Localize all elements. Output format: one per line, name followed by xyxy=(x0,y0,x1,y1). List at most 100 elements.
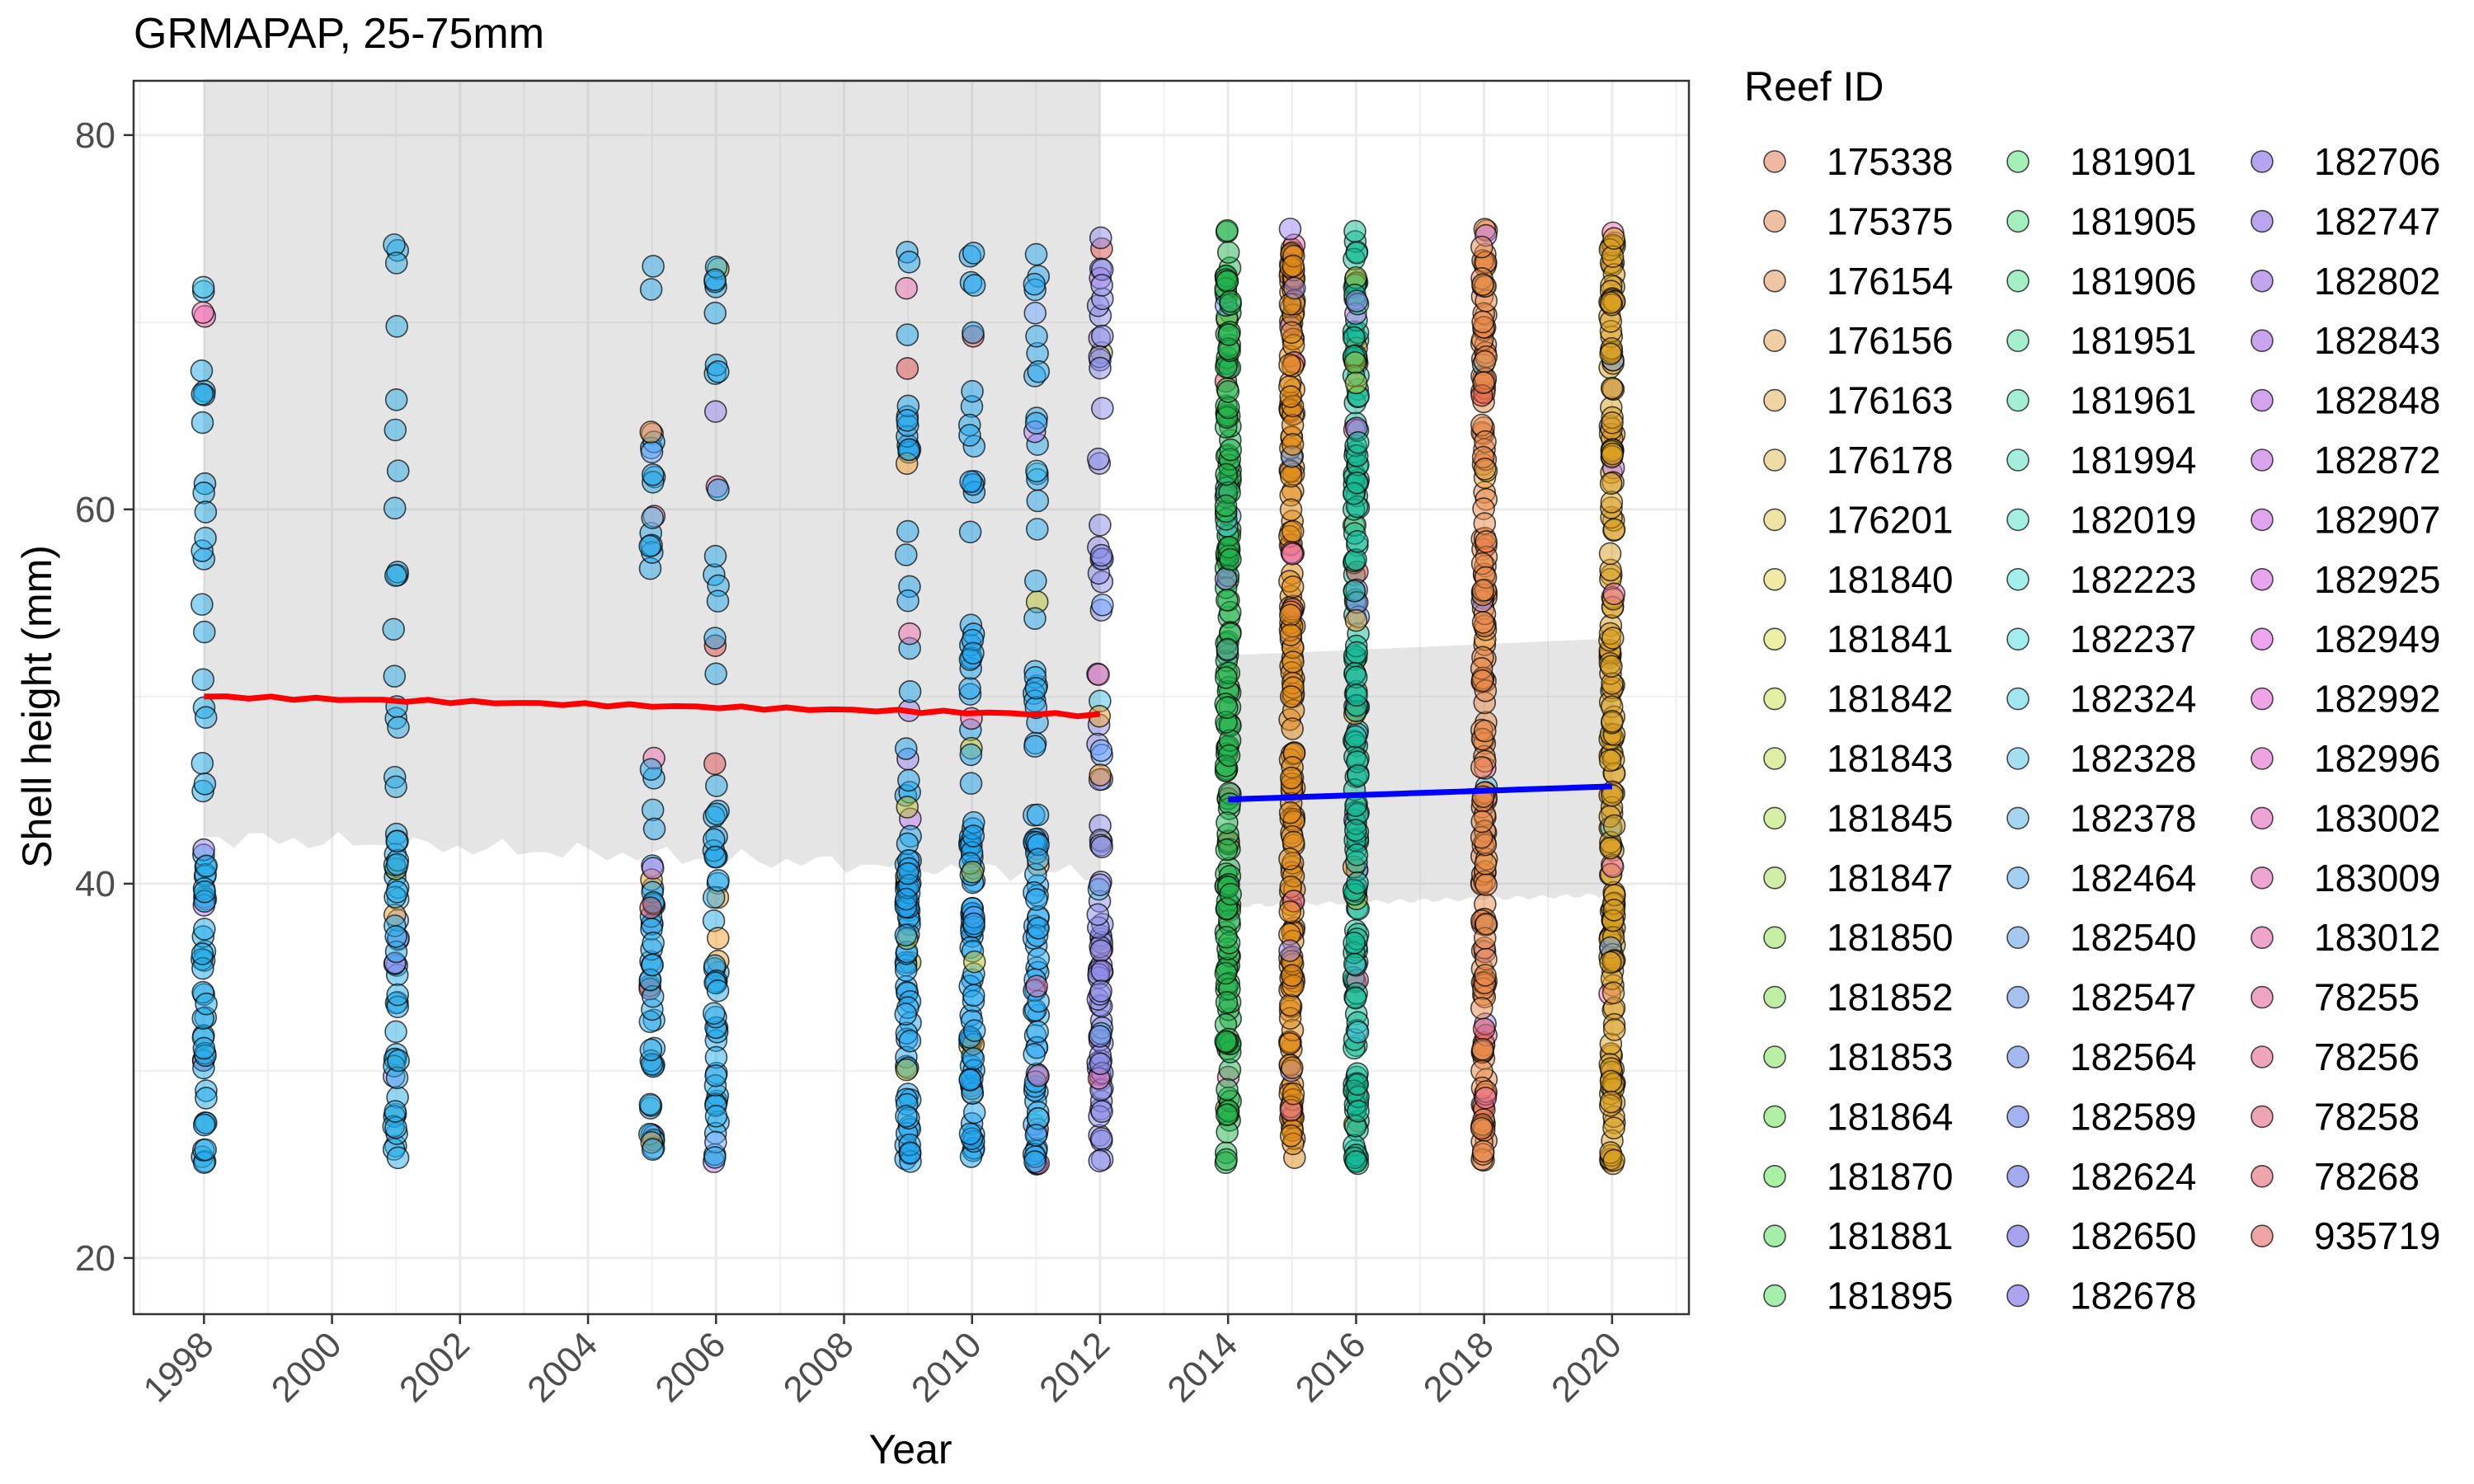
legend-label: 182223 xyxy=(2070,558,2197,601)
data-point xyxy=(386,983,410,1007)
legend-key xyxy=(1763,985,1786,1009)
legend-label: 182237 xyxy=(2070,618,2197,660)
legend-key xyxy=(2006,985,2030,1009)
data-point xyxy=(1089,979,1112,1003)
data-point xyxy=(1279,685,1303,708)
data-point xyxy=(1278,848,1301,871)
data-point xyxy=(706,927,730,950)
data-point xyxy=(962,1019,986,1042)
data-point xyxy=(1346,529,1369,553)
x-tick-label: 2020 xyxy=(1544,1324,1630,1410)
data-point xyxy=(1602,981,1625,1005)
legend-label: 175375 xyxy=(1827,200,1954,242)
legend-key xyxy=(1763,1045,1786,1068)
data-point xyxy=(1278,900,1302,923)
legend-key xyxy=(2251,1105,2274,1129)
data-point xyxy=(896,409,919,432)
data-point xyxy=(1474,964,1497,987)
legend-label: 182925 xyxy=(2314,558,2441,601)
data-point xyxy=(1089,356,1112,380)
data-point xyxy=(193,880,217,904)
legend-label: 181852 xyxy=(1827,976,1954,1019)
data-point xyxy=(387,1049,410,1073)
data-point xyxy=(639,758,663,782)
plot-border xyxy=(132,79,1691,1316)
legend-label: 181901 xyxy=(2070,140,2197,183)
legend-key xyxy=(2006,926,2030,949)
legend-label: 182848 xyxy=(2314,379,2441,422)
data-point xyxy=(382,618,406,641)
data-point xyxy=(896,357,920,380)
data-point xyxy=(704,1064,727,1087)
data-point xyxy=(385,852,409,876)
data-point xyxy=(1023,301,1047,325)
data-point xyxy=(1025,459,1048,483)
data-point xyxy=(896,796,920,819)
data-point xyxy=(1216,270,1239,294)
data-point xyxy=(1599,291,1623,314)
legend-label: 78255 xyxy=(2314,976,2420,1019)
data-point xyxy=(1347,430,1370,454)
legend-key xyxy=(1763,508,1786,532)
data-point xyxy=(1219,882,1242,906)
data-point xyxy=(1345,471,1369,495)
data-point xyxy=(1216,696,1239,720)
data-point xyxy=(1090,324,1114,348)
legend-key xyxy=(1763,567,1786,591)
data-point xyxy=(962,824,985,848)
legend-key xyxy=(2006,806,2030,830)
data-point xyxy=(386,1146,410,1170)
data-point xyxy=(897,251,921,274)
data-point xyxy=(1089,1127,1113,1150)
legend-label: 176178 xyxy=(1827,439,1954,481)
data-point xyxy=(1470,1116,1493,1140)
panel-border xyxy=(132,79,1691,1316)
data-point xyxy=(1217,744,1241,768)
data-point xyxy=(894,923,918,947)
y-axis-title: Shell height (mm) xyxy=(14,545,60,868)
data-point xyxy=(1281,964,1304,987)
data-point xyxy=(1344,1150,1368,1173)
data-point xyxy=(1601,784,1624,807)
y-tick-label: 40 xyxy=(75,864,115,904)
legend-label: 181840 xyxy=(1827,558,1954,601)
data-point xyxy=(384,775,407,799)
legend-label: 182949 xyxy=(2314,618,2441,660)
x-tick-label: 2012 xyxy=(1032,1324,1117,1410)
data-point xyxy=(1599,1069,1623,1093)
data-point xyxy=(190,359,214,383)
data-point xyxy=(384,925,408,948)
data-point xyxy=(1089,939,1112,962)
data-point xyxy=(898,1029,922,1053)
data-point xyxy=(962,242,985,265)
data-point xyxy=(1345,641,1369,665)
data-point xyxy=(962,1101,986,1125)
data-point xyxy=(703,845,727,869)
legend-key xyxy=(1763,269,1786,293)
legend-key xyxy=(2006,150,2030,173)
data-point xyxy=(1282,650,1305,674)
data-point xyxy=(384,564,407,587)
data-point xyxy=(1473,458,1497,481)
data-point xyxy=(190,752,214,775)
data-point xyxy=(1088,1025,1112,1048)
legend-label: 182547 xyxy=(2070,976,2197,1019)
data-point xyxy=(1279,385,1302,408)
data-point xyxy=(1344,608,1368,632)
data-point xyxy=(704,802,728,826)
data-point xyxy=(896,589,920,613)
data-point xyxy=(1023,607,1047,630)
legend-key xyxy=(2251,806,2274,830)
data-point xyxy=(1024,569,1047,593)
legend-key xyxy=(1763,388,1786,412)
data-point xyxy=(190,411,214,434)
data-point xyxy=(1473,350,1497,373)
data-point xyxy=(894,737,918,760)
legend-label: 182564 xyxy=(2070,1036,2197,1078)
data-point xyxy=(638,534,661,558)
data-point xyxy=(1281,519,1305,543)
data-point xyxy=(192,1036,216,1060)
legend-label: 181843 xyxy=(1827,737,1954,780)
data-point xyxy=(1278,217,1302,241)
data-point xyxy=(195,854,219,878)
